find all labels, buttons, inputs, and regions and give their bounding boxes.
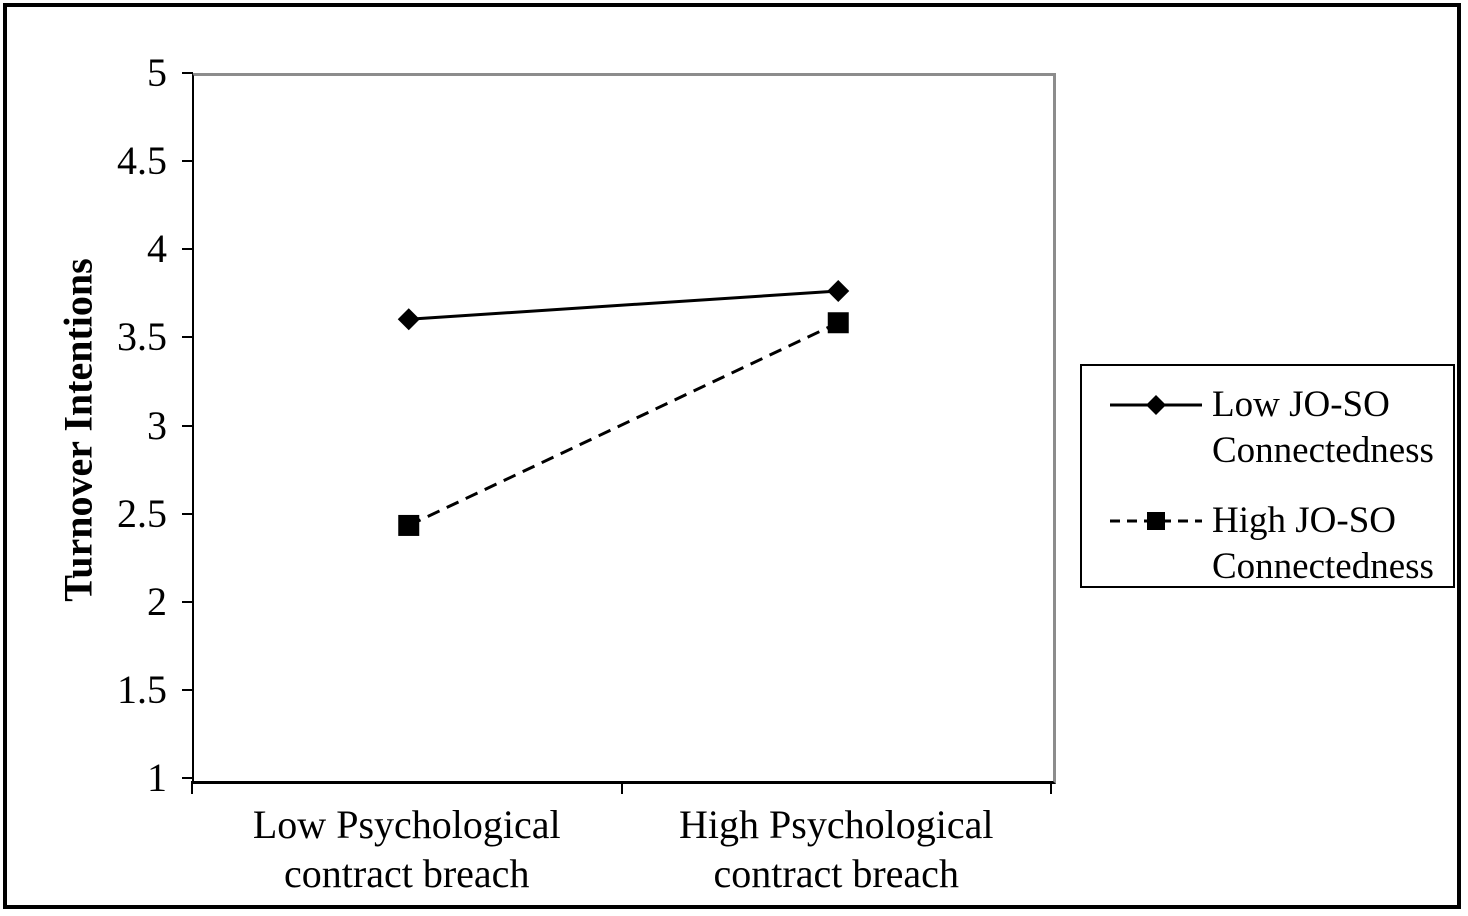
x-tick-mark <box>620 781 623 794</box>
x-category-label: Low Psychological contract breach <box>252 802 561 896</box>
y-tick-mark <box>182 600 193 603</box>
diamond-marker <box>397 308 420 331</box>
plot-area <box>192 73 1056 784</box>
diamond-marker <box>827 280 850 303</box>
legend-sample-dashed-square-icon <box>1110 512 1202 530</box>
square-marker <box>398 514 420 536</box>
y-tick-label: 3.5 <box>117 314 167 360</box>
square-marker <box>827 312 849 334</box>
legend-label-low-joso: Low JO-SO Connectedness <box>1212 384 1434 471</box>
y-tick-mark <box>182 424 193 427</box>
y-tick-mark <box>182 72 193 74</box>
figure-frame: Turnover Intentions Low JO-SO Connectedn… <box>3 3 1461 909</box>
y-tick-mark <box>182 248 193 251</box>
y-tick-label: 3 <box>147 402 167 448</box>
y-tick-label: 1.5 <box>117 666 167 712</box>
y-tick-label: 4.5 <box>117 138 167 184</box>
y-tick-label: 2 <box>147 578 167 624</box>
y-tick-mark <box>182 512 193 515</box>
legend-label-high-joso: High JO-SO Connectedness <box>1212 500 1434 587</box>
y-tick-label: 2.5 <box>117 490 167 536</box>
y-tick-mark <box>182 160 193 163</box>
x-tick-mark <box>191 781 193 794</box>
diamond-marker <box>1146 395 1166 415</box>
y-tick-label: 5 <box>147 50 167 95</box>
legend-entry-low-joso: Low JO-SO Connectedness <box>1110 382 1453 474</box>
series-plot <box>397 280 850 536</box>
legend: Low JO-SO Connectedness High JO-SO Conne… <box>1080 364 1455 588</box>
legend-entry-high-joso: High JO-SO Connectedness <box>1110 498 1453 590</box>
y-tick-mark <box>182 336 193 339</box>
y-tick-mark <box>182 777 193 779</box>
legend-sample-solid-diamond-icon <box>1110 395 1202 415</box>
series-line-solid <box>408 289 839 321</box>
x-tick-mark <box>1050 781 1052 794</box>
square-marker <box>1147 512 1165 530</box>
y-tick-mark <box>182 688 193 691</box>
y-tick-label: 1 <box>147 755 167 800</box>
x-category-label: High Psychological contract breach <box>679 802 994 896</box>
y-tick-label: 4 <box>147 226 167 272</box>
series-line-dashed <box>408 321 839 527</box>
